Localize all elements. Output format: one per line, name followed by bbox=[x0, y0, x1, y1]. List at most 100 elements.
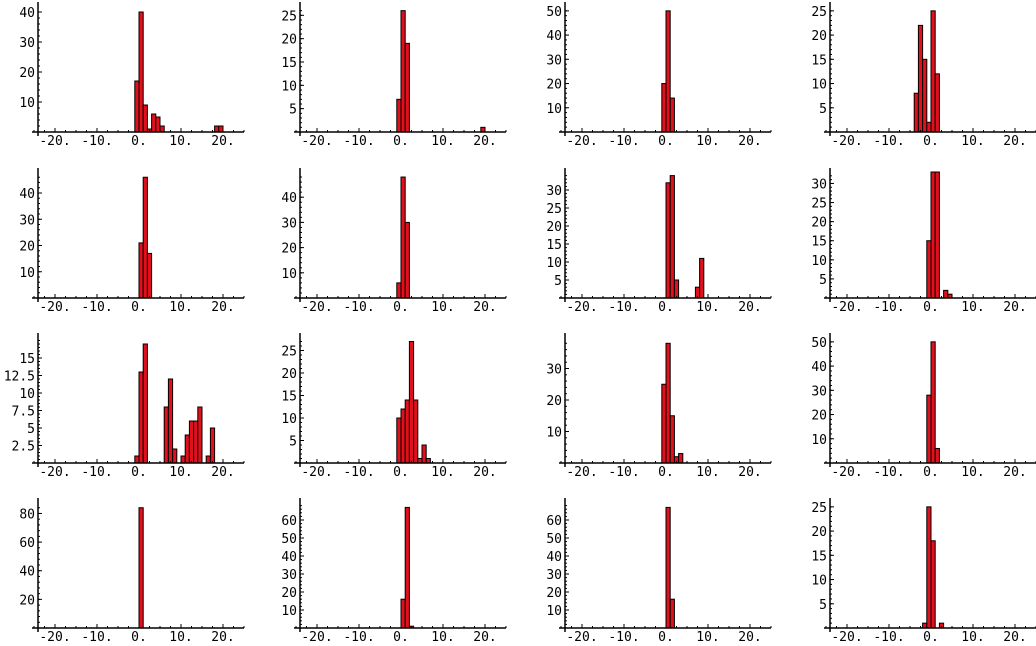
histogram-panel-15: -20. -10. 0. 10. 20. 10 20 30 40 50 60 bbox=[546, 498, 772, 645]
histogram-bar bbox=[138, 507, 144, 629]
y-tick-label: 50 bbox=[281, 532, 297, 547]
y-tick-label: 10 bbox=[19, 266, 35, 281]
y-tick-label: 10 bbox=[811, 254, 827, 269]
histogram-bar bbox=[408, 341, 415, 464]
x-tick-label: 0. bbox=[131, 300, 147, 315]
histogram-bar bbox=[188, 420, 195, 464]
histogram-bar bbox=[400, 598, 406, 629]
y-tick-label: 40 bbox=[546, 550, 562, 565]
x-tick-label: 20. bbox=[473, 630, 496, 645]
y-tick-label: 25 bbox=[281, 9, 297, 24]
x-tick-label: 10. bbox=[431, 300, 454, 315]
x-tick-label: 0. bbox=[393, 300, 409, 315]
y-tick-label: 20 bbox=[546, 78, 562, 93]
y-tick-label: 20 bbox=[811, 216, 827, 231]
x-tick-label: 20. bbox=[211, 630, 234, 645]
y-tick-label: 20 bbox=[546, 220, 562, 235]
histogram-bar bbox=[930, 10, 936, 133]
histogram-bar bbox=[665, 182, 671, 299]
histogram-bar bbox=[134, 455, 140, 464]
histogram-bar bbox=[400, 176, 406, 299]
x-tick-label: 10. bbox=[696, 134, 719, 149]
y-tick-label: 10 bbox=[546, 102, 562, 117]
y-tick-label: 25 bbox=[281, 345, 297, 360]
x-tick-label: -10. bbox=[343, 300, 374, 315]
y-tick-label: 30 bbox=[811, 384, 827, 399]
histogram-bar bbox=[172, 448, 178, 464]
histogram-bar bbox=[661, 383, 667, 464]
x-tick-label: -20. bbox=[566, 300, 597, 315]
y-tick-label: 15 bbox=[281, 56, 297, 71]
histogram-panel-12: -20. -10. 0. 10. 20. 10 20 30 40 50 bbox=[811, 333, 1036, 480]
y-tick-label: 15 bbox=[546, 238, 562, 253]
x-tick-label: 10. bbox=[696, 630, 719, 645]
x-tick-label: 10. bbox=[961, 630, 984, 645]
y-tick-label: 20 bbox=[281, 242, 297, 257]
y-tick-label: 20 bbox=[811, 29, 827, 44]
x-tick-label: 0. bbox=[923, 134, 939, 149]
y-tick-label: 50 bbox=[546, 532, 562, 547]
x-tick-label: 0. bbox=[923, 630, 939, 645]
x-tick-label: -20. bbox=[39, 300, 70, 315]
y-tick-label: 5 bbox=[819, 598, 827, 613]
y-tick-label: 10 bbox=[546, 604, 562, 619]
y-tick-label: 20 bbox=[811, 525, 827, 540]
histogram-panel-16: -20. -10. 0. 10. 20. 5 10 15 20 25 bbox=[811, 498, 1036, 645]
y-tick-label: 30 bbox=[546, 53, 562, 68]
x-tick-label: 0. bbox=[923, 300, 939, 315]
histogram-bar bbox=[930, 171, 936, 299]
histogram-panel-6: -20. -10. 0. 10. 20. 10 20 30 40 bbox=[281, 168, 507, 315]
histogram-bar bbox=[142, 176, 148, 299]
x-tick-label: 10. bbox=[696, 465, 719, 480]
y-tick-label: 40 bbox=[19, 187, 35, 202]
x-tick-label: 10. bbox=[169, 465, 192, 480]
histogram-bar bbox=[669, 97, 675, 133]
histogram-bar bbox=[193, 420, 199, 464]
histogram-panel-7: -20. -10. 0. 10. 20. 5 10 15 20 25 30 bbox=[546, 168, 772, 315]
histogram-bar bbox=[930, 341, 936, 464]
x-tick-label: -20. bbox=[831, 465, 862, 480]
y-tick-label: 15 bbox=[811, 235, 827, 250]
histogram-bar bbox=[421, 444, 427, 464]
y-tick-label: 5 bbox=[289, 103, 297, 118]
y-tick-label: 30 bbox=[546, 568, 562, 583]
histogram-bar bbox=[138, 11, 144, 133]
histogram-panel-3: -20. -10. 0. 10. 20. 10 20 30 40 50 bbox=[546, 2, 772, 149]
histogram-bar bbox=[934, 171, 940, 299]
x-tick-label: 10. bbox=[169, 300, 192, 315]
histogram-bar bbox=[678, 453, 684, 464]
histogram-bar bbox=[669, 598, 675, 629]
x-tick-label: 20. bbox=[1003, 134, 1026, 149]
x-tick-label: -20. bbox=[831, 134, 862, 149]
y-tick-label: 20 bbox=[281, 33, 297, 48]
y-tick-label: 10 bbox=[19, 387, 35, 402]
histogram-bar bbox=[669, 415, 675, 464]
y-tick-label: 40 bbox=[281, 550, 297, 565]
histogram-bar bbox=[665, 342, 671, 464]
y-tick-label: 10 bbox=[546, 426, 562, 441]
y-tick-label: 5 bbox=[289, 435, 297, 450]
histogram-bar bbox=[926, 121, 932, 133]
y-tick-label: 30 bbox=[546, 363, 562, 378]
x-tick-label: -20. bbox=[301, 465, 332, 480]
x-tick-label: -10. bbox=[81, 300, 112, 315]
histogram-bar bbox=[665, 506, 671, 629]
y-tick-label: 10 bbox=[281, 604, 297, 619]
x-tick-label: 20. bbox=[738, 300, 761, 315]
y-tick-label: 30 bbox=[281, 216, 297, 231]
y-tick-label: 15 bbox=[19, 352, 35, 367]
y-tick-label: 10 bbox=[811, 433, 827, 448]
y-tick-label: 80 bbox=[19, 507, 35, 522]
x-tick-label: 0. bbox=[131, 134, 147, 149]
x-tick-label: 20. bbox=[211, 300, 234, 315]
histogram-bar bbox=[673, 279, 680, 299]
histogram-panel-9: -20. -10. 0. 10. 20. 2.5 5 7.5 10 12.5 15 bbox=[4, 333, 245, 480]
x-tick-label: 0. bbox=[393, 465, 409, 480]
y-tick-label: 20 bbox=[19, 66, 35, 81]
x-tick-label: -10. bbox=[81, 134, 112, 149]
x-tick-label: -20. bbox=[301, 300, 332, 315]
x-tick-label: 20. bbox=[738, 465, 761, 480]
histogram-bar bbox=[142, 343, 148, 464]
x-tick-label: -10. bbox=[81, 630, 112, 645]
x-tick-label: 10. bbox=[431, 630, 454, 645]
